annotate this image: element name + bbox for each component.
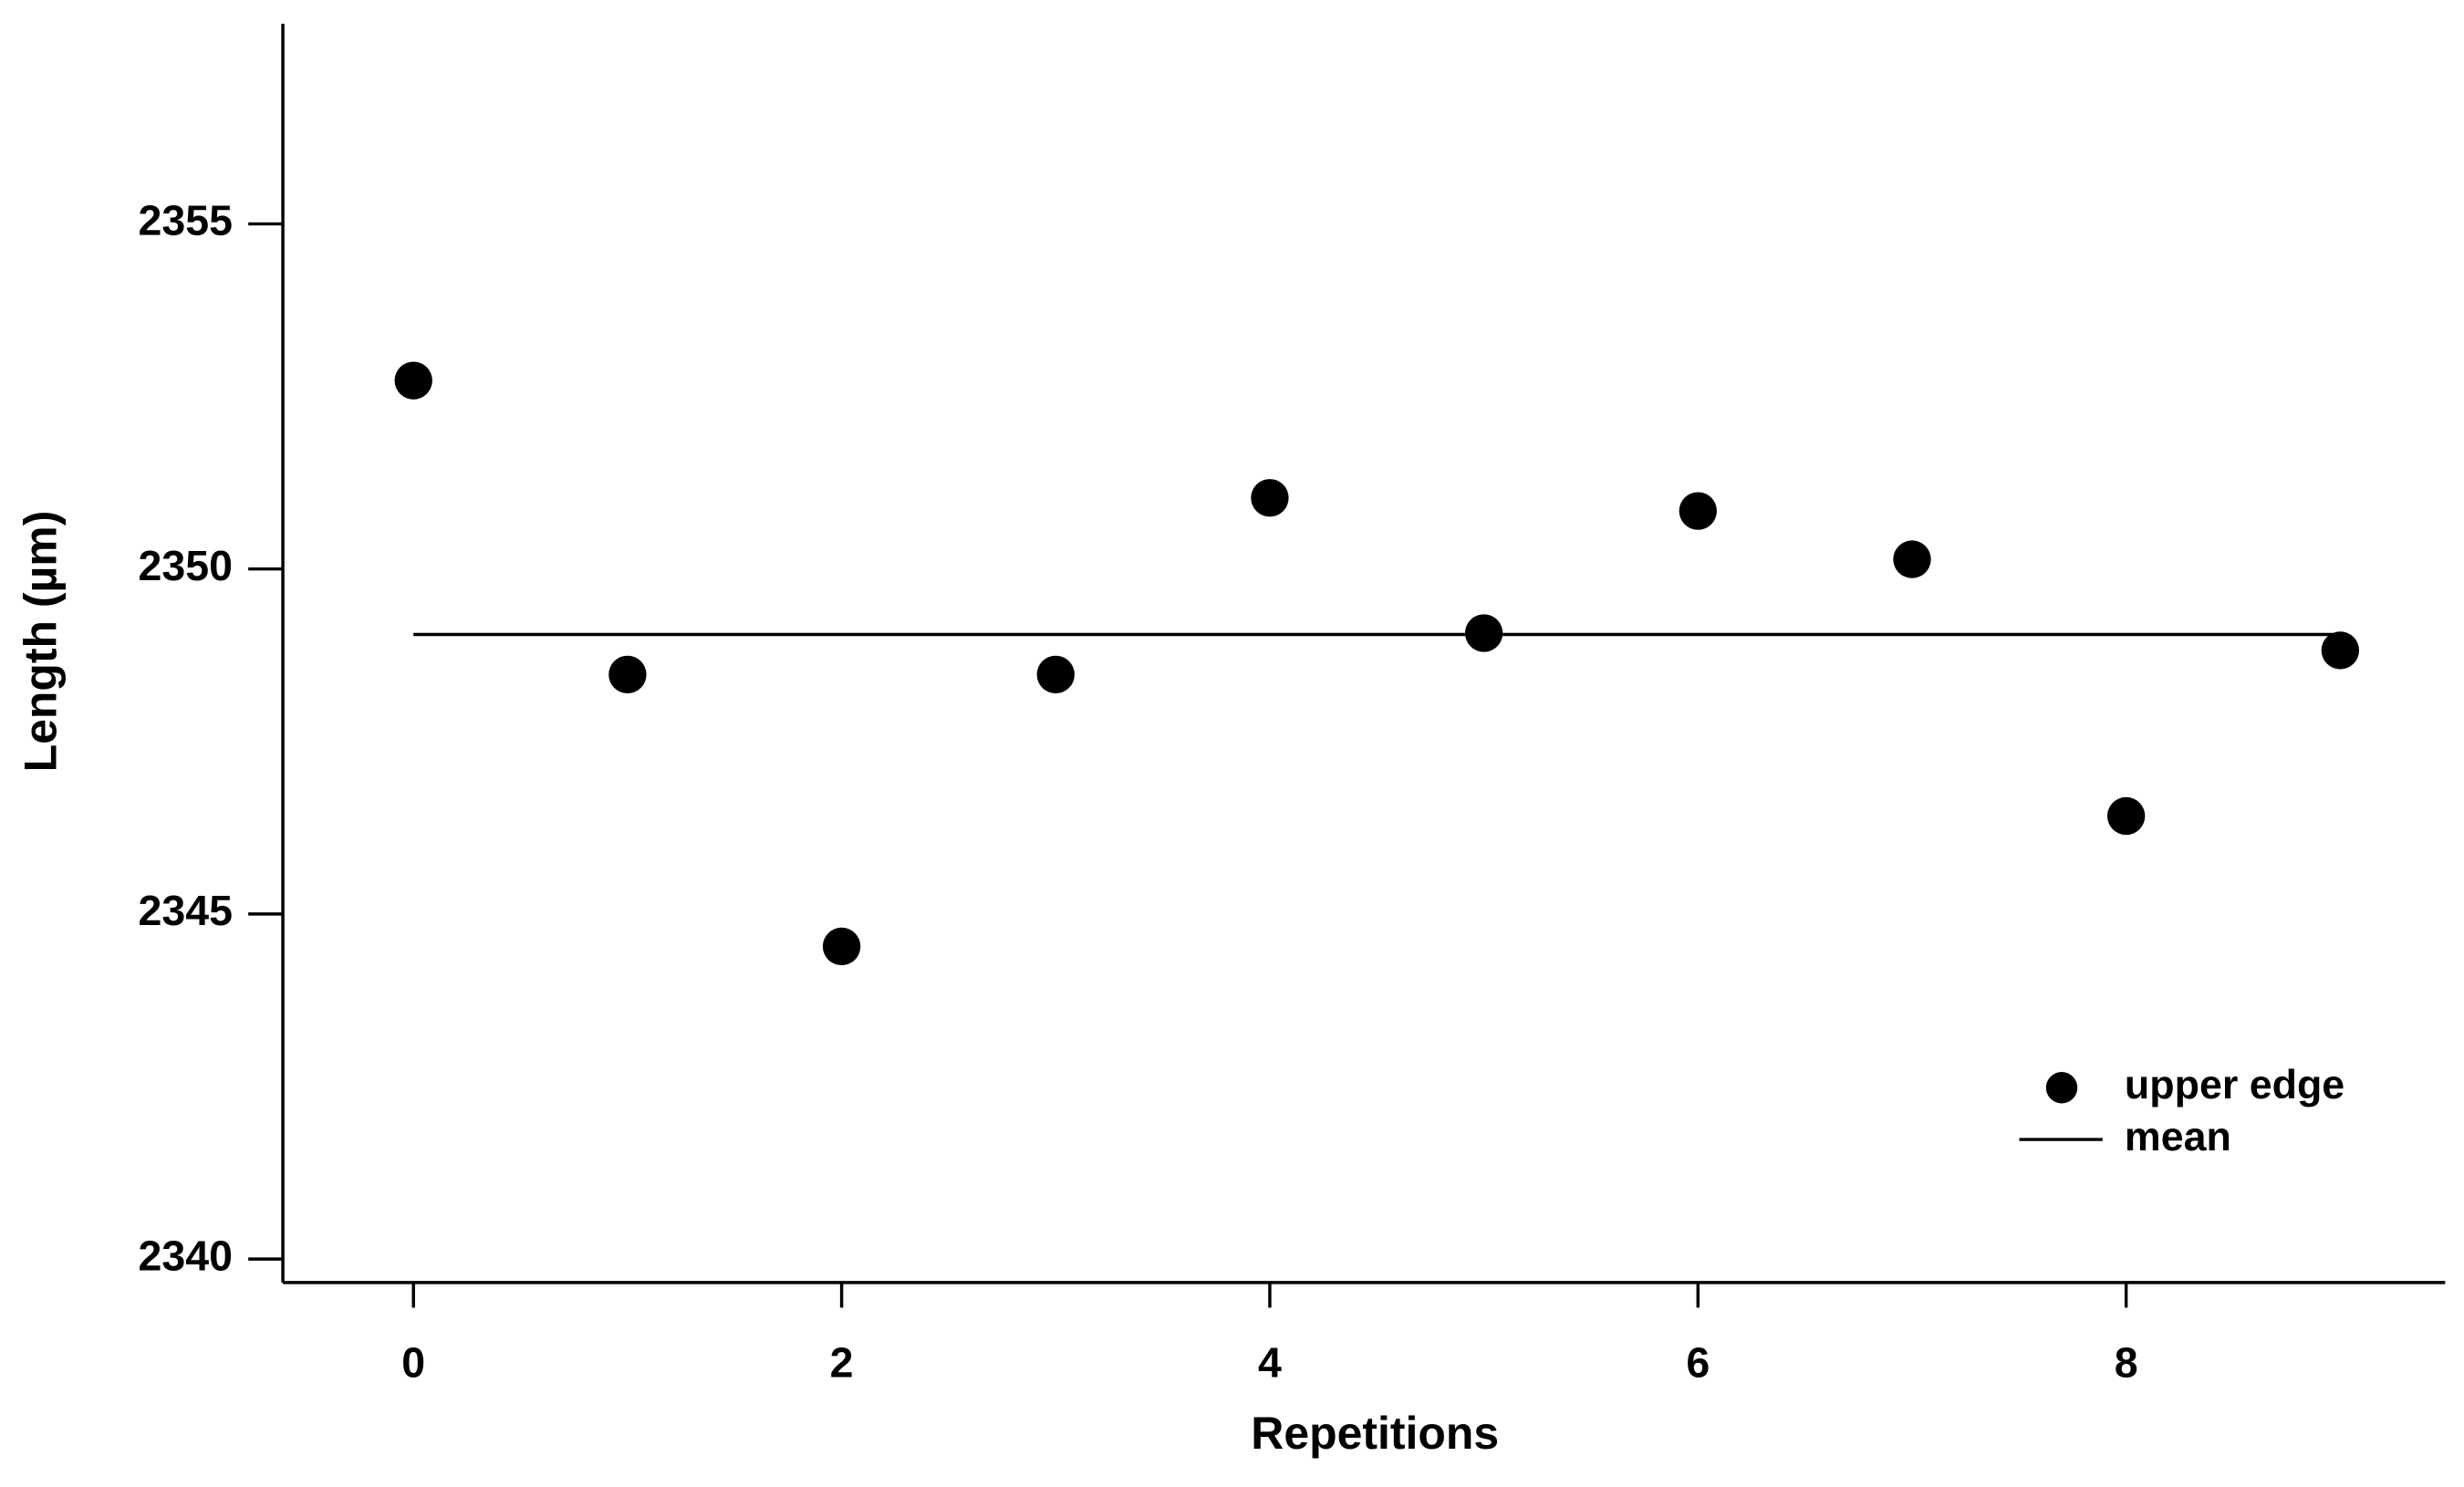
x-tick-label: 0: [401, 1338, 425, 1386]
point: [2321, 631, 2360, 670]
y-axis-label: Length (µm): [15, 511, 66, 773]
point: [822, 927, 861, 966]
x-tick-label: 2: [830, 1338, 854, 1386]
x-tick-label: 6: [1686, 1338, 1710, 1386]
point: [608, 655, 647, 694]
point: [1036, 655, 1075, 694]
x-axis-label: Repetitions: [1251, 1408, 1499, 1459]
point: [2106, 796, 2146, 836]
legend-marker: [2045, 1072, 2078, 1104]
x-tick-label: 8: [2115, 1338, 2138, 1386]
point: [1679, 492, 1717, 530]
y-tick-label: 2340: [138, 1232, 232, 1279]
y-tick-label: 2345: [138, 887, 232, 934]
x-tick-label: 4: [1258, 1338, 1282, 1386]
y-tick-label: 2350: [138, 542, 232, 589]
point: [1893, 540, 1931, 578]
point: [1251, 479, 1289, 517]
legend-label: mean: [2125, 1114, 2231, 1159]
legend-label: upper edge: [2125, 1062, 2344, 1107]
y-tick-label: 2355: [138, 197, 232, 244]
point: [394, 361, 432, 400]
point: [1464, 614, 1503, 652]
